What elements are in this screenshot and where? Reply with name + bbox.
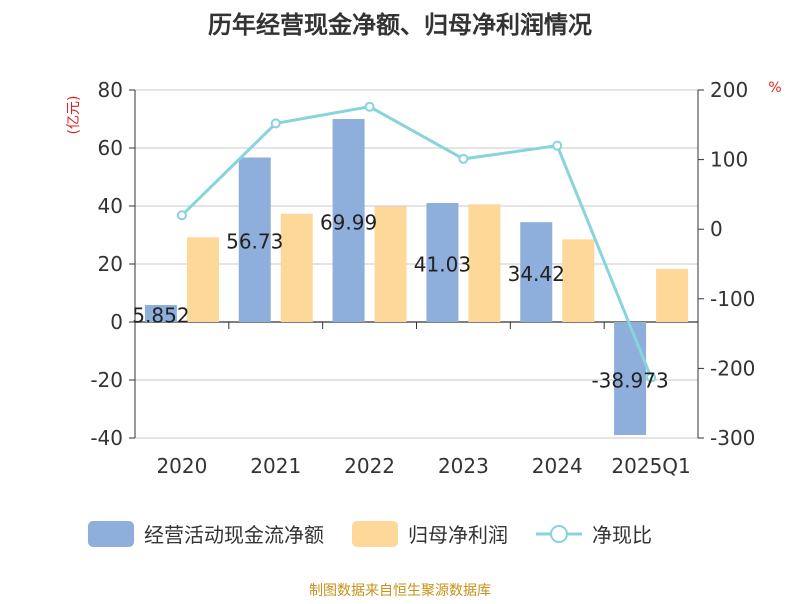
left-tick-label: 20 — [98, 252, 123, 276]
legend-label: 净现比 — [592, 523, 652, 547]
right-tick-label: 200 — [710, 78, 748, 102]
left-axis-unit: (亿元) — [66, 96, 82, 135]
line-point — [270, 118, 281, 129]
left-tick-label: -40 — [90, 426, 123, 450]
bar-data-label: 34.42 — [508, 262, 565, 286]
bar-data-label: 41.03 — [414, 253, 471, 277]
legend-label: 经营活动现金流净额 — [144, 523, 324, 547]
left-tick-label: -20 — [90, 368, 123, 392]
bar-cash-flow — [332, 119, 365, 323]
right-axis-unit: % — [768, 80, 781, 96]
bar-net-profit — [280, 213, 313, 322]
x-tick-label: 2023 — [438, 454, 489, 478]
bar-cash-flow — [520, 222, 553, 322]
line-point — [552, 140, 563, 151]
bar-cash-flow — [614, 322, 647, 436]
right-tick-label: 0 — [710, 217, 723, 241]
right-tick-label: -200 — [710, 356, 755, 380]
x-tick-label: 2025Q1 — [611, 454, 690, 478]
legend: 经营活动现金流净额 归母净利润 净现比 — [88, 521, 652, 547]
bar-data-label: 56.73 — [226, 230, 283, 254]
legend-label: 归母净利润 — [408, 523, 508, 547]
line-point — [364, 101, 375, 112]
bar-net-profit — [656, 268, 689, 322]
bar-net-profit — [374, 206, 407, 322]
right-tick-label: -100 — [710, 287, 755, 311]
left-tick-label: 0 — [110, 310, 123, 334]
bar-data-label: -38.973 — [591, 369, 668, 393]
chart-title: 历年经营现金净额、归母净利润情况 — [208, 11, 592, 39]
bar-net-profit — [186, 237, 219, 322]
bar-net-profit — [562, 239, 595, 322]
line-series — [176, 101, 657, 383]
x-tick-label: 2024 — [532, 454, 583, 478]
bar-series — [144, 119, 689, 436]
bar-data-label: 5.852 — [132, 304, 189, 328]
left-tick-label: 80 — [98, 78, 123, 102]
bar-cash-flow — [426, 203, 459, 322]
line-point — [176, 210, 187, 221]
grid-lines — [135, 89, 698, 439]
right-tick-label: -300 — [710, 426, 755, 450]
line-net-cash-ratio — [180, 105, 653, 379]
x-tick-label: 2022 — [344, 454, 395, 478]
left-tick-label: 40 — [98, 194, 123, 218]
x-tick-label: 2020 — [156, 454, 207, 478]
left-tick-label: 60 — [98, 136, 123, 160]
line-point — [646, 372, 657, 383]
data-labels: 5.852 56.73 69.99 41.03 34.42 -38.973 — [132, 211, 668, 393]
legend-swatch — [88, 521, 134, 547]
right-tick-label: 100 — [710, 148, 748, 172]
bar-cash-flow — [238, 157, 271, 322]
source-note: 制图数据来自恒生聚源数据库 — [309, 583, 491, 599]
line-point — [458, 153, 469, 164]
legend-swatch — [352, 521, 398, 547]
x-tick-label: 2021 — [250, 454, 301, 478]
bar-data-label: 69.99 — [320, 211, 377, 235]
bar-net-profit — [468, 204, 501, 322]
legend-marker — [550, 525, 568, 543]
bar-cash-flow — [144, 305, 177, 322]
